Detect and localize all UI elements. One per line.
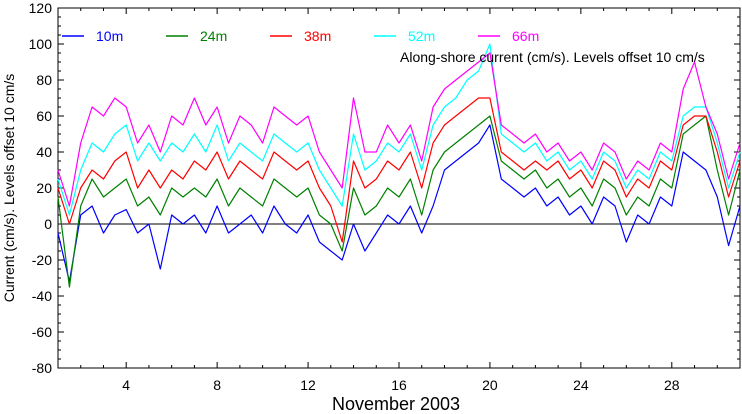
chart-annotation: Along-shore current (cm/s). Levels offse…: [400, 49, 705, 65]
y-tick-label: 60: [36, 108, 52, 124]
series-line-66m: [57, 52, 741, 207]
series-line-52m: [57, 43, 741, 216]
series-line-10m: [57, 124, 741, 283]
y-tick-label: -40: [32, 288, 52, 304]
y-tick-label: 120: [29, 0, 53, 16]
legend-label-10m: 10m: [96, 28, 123, 44]
series-line-38m: [57, 97, 741, 243]
x-tick-label: 8: [213, 377, 221, 393]
y-tick-label: 0: [44, 216, 52, 232]
legend-label-66m: 66m: [512, 28, 539, 44]
y-tick-label: -20: [32, 252, 52, 268]
x-axis-title: November 2003: [332, 394, 460, 414]
legend-label-38m: 38m: [304, 28, 331, 44]
x-tick-label: 28: [664, 377, 680, 393]
x-tick-label: 4: [122, 377, 130, 393]
series-group: [57, 43, 741, 288]
legend: 10m 24m 38m 52m 66m: [62, 28, 539, 44]
x-tick-label: 16: [391, 377, 407, 393]
legend-label-52m: 52m: [408, 28, 435, 44]
y-tick-label: 20: [36, 180, 52, 196]
y-tick-label: 100: [29, 36, 53, 52]
y-tick-label: 80: [36, 72, 52, 88]
x-axis: 4 8 12 16 20 24 28: [57, 8, 741, 393]
x-tick-label: 20: [482, 377, 498, 393]
y-axis-title: Current (cm/s). Levels offset 10 cm/s: [1, 74, 17, 302]
y-tick-label: 40: [36, 144, 52, 160]
legend-label-24m: 24m: [200, 28, 227, 44]
x-tick-label: 24: [573, 377, 589, 393]
y-axis: -80 -60 -40 -20 0 20 40 60 80 100 120: [29, 0, 740, 376]
y-tick-label: -60: [32, 324, 52, 340]
y-tick-label: -80: [32, 360, 52, 376]
x-tick-label: 12: [300, 377, 316, 393]
series-line-24m: [57, 115, 741, 288]
